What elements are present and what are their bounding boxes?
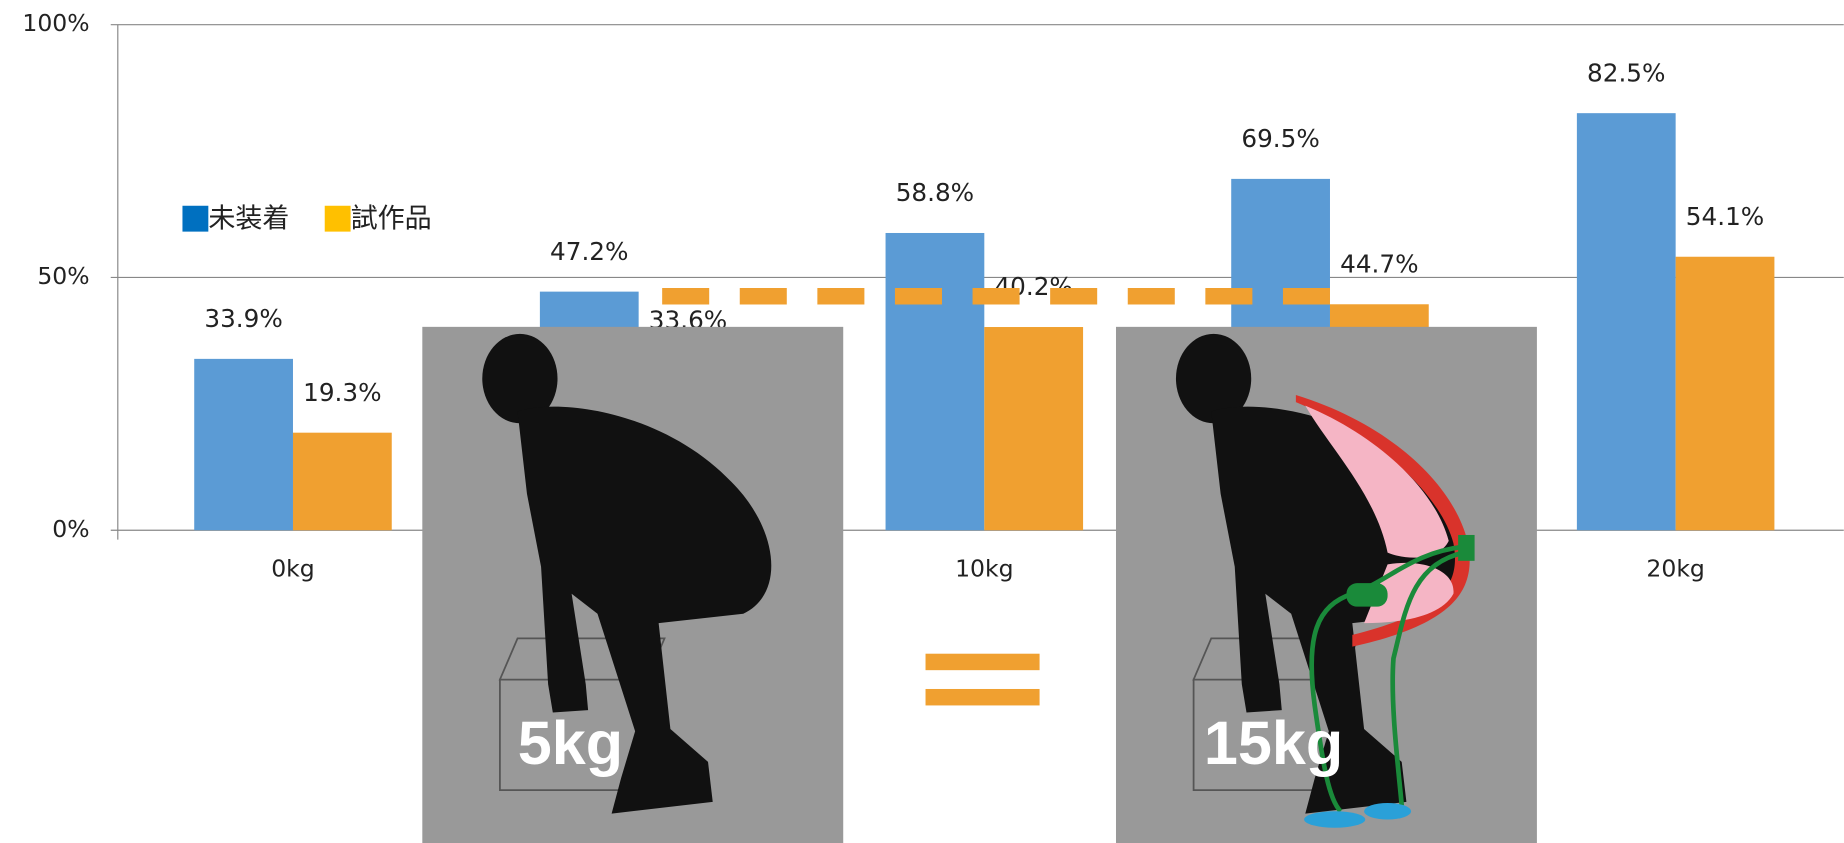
legend-label: 未装着 bbox=[208, 203, 289, 234]
value-label: 69.5% bbox=[1241, 124, 1319, 153]
legend-marker bbox=[182, 205, 209, 232]
suit-foot bbox=[1304, 811, 1366, 828]
bar bbox=[194, 358, 293, 531]
suit-frame bbox=[1295, 395, 1470, 647]
illustration: 5kg 15kg bbox=[422, 288, 1537, 843]
suit-cable bbox=[1309, 544, 1465, 813]
head bbox=[1175, 333, 1252, 424]
bar bbox=[292, 432, 392, 531]
bar bbox=[984, 327, 1084, 531]
panel-with-suit: 15kg bbox=[1115, 326, 1537, 843]
x-tick-label: 0kg bbox=[271, 555, 314, 583]
suit-joint bbox=[1458, 534, 1475, 561]
y-tick-label: 0% bbox=[52, 515, 89, 543]
legend-marker bbox=[324, 205, 351, 232]
panel-without-suit: 5kg bbox=[422, 326, 844, 843]
equals-sign bbox=[925, 653, 1040, 671]
head bbox=[482, 333, 558, 424]
value-label: 33.9% bbox=[204, 304, 282, 333]
legend-label: 試作品 bbox=[351, 203, 432, 234]
suit-foot bbox=[1364, 803, 1412, 820]
weight-label: 15kg bbox=[1204, 709, 1343, 777]
equals-sign bbox=[925, 688, 1040, 706]
value-label: 44.7% bbox=[1340, 249, 1418, 278]
value-label: 58.8% bbox=[896, 178, 974, 207]
bar bbox=[1675, 256, 1775, 531]
value-label: 47.2% bbox=[550, 237, 628, 266]
weight-label: 5kg bbox=[518, 709, 623, 777]
suit-actuator bbox=[1346, 583, 1388, 607]
x-tick-label: 20kg bbox=[1646, 555, 1704, 583]
y-tick-label: 100% bbox=[22, 9, 89, 37]
value-label: 54.1% bbox=[1686, 202, 1764, 231]
y-tick-label: 50% bbox=[37, 262, 89, 290]
x-tick-label: 10kg bbox=[955, 555, 1013, 583]
value-label: 82.5% bbox=[1587, 58, 1665, 87]
suit-muscle bbox=[1305, 405, 1454, 624]
bar bbox=[1576, 113, 1676, 531]
silhouette bbox=[517, 406, 772, 814]
bar bbox=[885, 232, 985, 531]
value-label: 19.3% bbox=[303, 378, 381, 407]
